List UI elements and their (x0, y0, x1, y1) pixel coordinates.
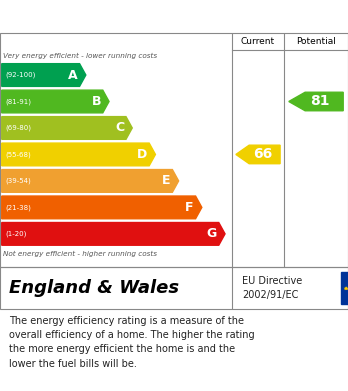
Text: Potential: Potential (296, 37, 336, 46)
Text: C: C (115, 122, 124, 135)
Polygon shape (2, 64, 86, 86)
Text: Not energy efficient - higher running costs: Not energy efficient - higher running co… (3, 251, 158, 257)
Text: (39-54): (39-54) (5, 178, 31, 184)
Polygon shape (289, 92, 343, 111)
Polygon shape (2, 90, 109, 113)
Text: (92-100): (92-100) (5, 72, 35, 78)
Text: England & Wales: England & Wales (9, 279, 179, 297)
Text: E: E (162, 174, 171, 187)
Text: A: A (68, 68, 78, 81)
Polygon shape (2, 117, 132, 139)
Bar (341, 272, 348, 304)
Text: The energy efficiency rating is a measure of the
overall efficiency of a home. T: The energy efficiency rating is a measur… (9, 316, 254, 369)
Polygon shape (236, 145, 280, 164)
Text: EU Directive
2002/91/EC: EU Directive 2002/91/EC (243, 276, 303, 300)
Polygon shape (2, 222, 225, 245)
Text: (55-68): (55-68) (5, 151, 31, 158)
Polygon shape (2, 170, 179, 192)
Polygon shape (2, 196, 202, 219)
Text: (21-38): (21-38) (5, 204, 31, 211)
Text: G: G (207, 228, 217, 240)
Text: F: F (185, 201, 194, 214)
Text: B: B (92, 95, 101, 108)
Text: (81-91): (81-91) (5, 98, 31, 105)
Text: 66: 66 (253, 147, 272, 161)
Text: (69-80): (69-80) (5, 125, 31, 131)
Text: Energy Efficiency Rating: Energy Efficiency Rating (9, 9, 219, 24)
Text: Current: Current (241, 37, 275, 46)
Text: 81: 81 (311, 95, 330, 108)
Polygon shape (2, 143, 156, 166)
Text: (1-20): (1-20) (5, 231, 26, 237)
Text: D: D (137, 148, 148, 161)
Text: Very energy efficient - lower running costs: Very energy efficient - lower running co… (3, 53, 158, 59)
